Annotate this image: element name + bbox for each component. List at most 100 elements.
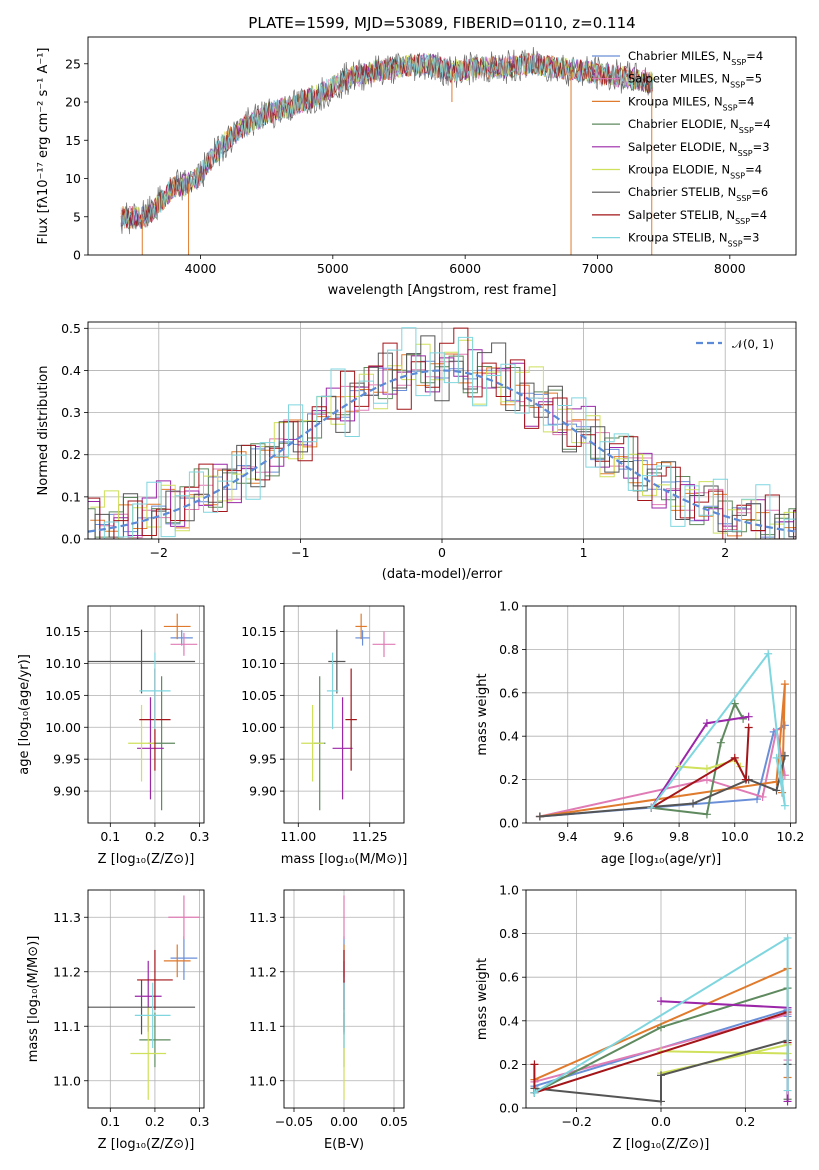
spectrum-line-kroupa_elodie	[120, 51, 654, 228]
weight-line-kroupa_stelib	[650, 651, 786, 809]
y-tick-label: 11.2	[53, 964, 81, 979]
x-tick-label: 9.4	[558, 829, 578, 844]
x-tick-label: 0.2	[145, 829, 165, 844]
x-tick-label: 11.25	[352, 829, 388, 844]
weight-marker-chabrier_stelib	[657, 1097, 665, 1106]
y-tick-label: 9.90	[249, 784, 277, 799]
x-tick-label: −0.05	[275, 1114, 313, 1129]
x-tick-label: 11.00	[280, 829, 316, 844]
weight-marker-chabrier_miles	[753, 795, 762, 804]
y-tick-label: 1.0	[499, 599, 519, 614]
axes-mass_weight_vs_Z: −0.2 0.0 0.2 0.0 0.2 0.4 0.6 0.8 1.0	[499, 883, 797, 1129]
weight-marker-salpeter_miles	[758, 792, 767, 801]
weight-line-salpeter_elodie	[650, 715, 749, 809]
axes-mass_weight_vs_age: 9.4 9.6 9.8 10.0 10.2 0.0 0.2 0.4 0.6 0.8 1.0	[499, 599, 804, 845]
axes-frame	[525, 605, 797, 824]
y-tick-label: 0.3	[61, 405, 81, 420]
x-tick-label: 8000	[714, 261, 746, 276]
x-tick-label: 7000	[582, 261, 614, 276]
y-tick-label: 9.95	[53, 752, 81, 767]
y-tick-label: 0.4	[499, 1013, 519, 1028]
mass_vs_ebv-x-label: E(B-V)	[324, 1137, 364, 1152]
x-tick-label: 0.1	[100, 1114, 120, 1129]
mass_weight_vs_Z-x-label: Z [log₁₀(Z/Z⊙)]	[613, 1137, 710, 1152]
spectrum-line-salpeter_miles	[120, 53, 654, 229]
y-tick-label: 0.2	[499, 1057, 519, 1072]
y-tick-label: 0.1	[61, 489, 81, 504]
x-tick-label: 9.6	[613, 829, 633, 844]
y-tick-label: 10.00	[241, 720, 277, 735]
weight-marker-kroupa_stelib	[647, 803, 656, 812]
axes-frame	[87, 889, 205, 1109]
y-tick-label: 9.95	[249, 752, 277, 767]
legend-label: Chabrier MILES, NSSP=4	[628, 49, 763, 67]
weight-marker-chabrier_elodie	[657, 1023, 665, 1032]
plot-area	[535, 649, 789, 821]
plot-area	[120, 46, 654, 255]
axes-frame	[283, 605, 405, 824]
weight-marker-salpeter_stelib	[741, 775, 750, 784]
mass_vs_Z-x-label: Z [log₁₀(Z/Z⊙)]	[98, 1137, 195, 1152]
x-tick-label: −2	[150, 545, 168, 560]
legend-label: Salpeter MILES, NSSP=5	[628, 72, 762, 90]
y-tick-label: 10.10	[241, 656, 277, 671]
y-tick-label: 0.6	[499, 970, 519, 985]
plot-area	[301, 613, 396, 811]
y-tick-label: 11.2	[249, 964, 277, 979]
y-tick-label: 11.3	[53, 910, 81, 925]
y-tick-label: 25	[65, 56, 81, 71]
weight-marker-kroupa_stelib	[530, 1088, 539, 1097]
histogram-step-kroupa_miles	[90, 353, 796, 539]
y-tick-label: 11.1	[53, 1019, 81, 1034]
y-tick-label: 11.1	[249, 1019, 277, 1034]
y-tick-label: 0.0	[61, 532, 81, 547]
x-tick-label: 0.3	[190, 1114, 210, 1129]
residuals-y-label: Normed distribution	[36, 366, 51, 496]
weight-marker-kroupa_stelib	[764, 649, 773, 658]
weight-marker-chabrier_elodie	[716, 738, 725, 747]
plot-area	[530, 933, 792, 1106]
y-tick-label: 10	[65, 171, 81, 186]
legend-label: Chabrier ELODIE, NSSP=4	[628, 117, 771, 135]
weight-marker-kroupa_stelib	[783, 933, 792, 942]
mass_weight_vs_age-x-label: age [log₁₀(age/yr)]	[601, 852, 722, 867]
axes-residuals: −2 −1 0 1 2 0.0 0.1 0.2 0.3 0.4 0.5	[61, 321, 797, 560]
axes-age_vs_mass: 11.00 11.25 9.90 9.95 10.00 10.05 10.10 10.15	[241, 605, 405, 844]
x-tick-label: 0.1	[100, 829, 120, 844]
weight-marker-chabrier_elodie	[702, 810, 711, 819]
y-tick-label: 0.0	[499, 1101, 519, 1116]
y-tick-label: 1.0	[499, 883, 519, 898]
y-tick-label: 15	[65, 133, 81, 148]
weight-line-kroupa_elodie	[660, 1043, 789, 1075]
spectrum-y-label: Flux [fλ10⁻¹⁷ erg cm⁻² s⁻¹ A⁻¹]	[36, 48, 51, 245]
mass_weight_vs_age-y-label: mass weight	[475, 673, 490, 755]
y-tick-label: 0.8	[499, 642, 519, 657]
y-tick-label: 0.2	[61, 447, 81, 462]
plot-area	[88, 327, 796, 539]
weight-marker-chabrier_stelib	[689, 799, 698, 808]
age_vs_Z-y-label: age [log₁₀(age/yr)]	[17, 654, 32, 775]
y-tick-label: 0.8	[499, 926, 519, 941]
axes-spectrum: 4000 5000 6000 7000 8000 0 5 10 15 20 25	[65, 36, 797, 276]
legend-label: Chabrier STELIB, NSSP=6	[628, 185, 768, 203]
y-tick-label: 10.00	[45, 720, 81, 735]
x-tick-label: 2	[721, 545, 729, 560]
histogram-step-kroupa_stelib	[90, 327, 796, 539]
y-tick-label: 10.05	[241, 688, 277, 703]
axes-mass_vs_Z: 0.1 0.2 0.3 11.0 11.1 11.2 11.3	[53, 889, 210, 1129]
y-tick-label: 9.90	[53, 784, 81, 799]
histogram-step-kroupa_elodie	[90, 339, 796, 539]
weight-line-kroupa_elodie	[679, 758, 742, 770]
x-tick-label: 0.2	[145, 1114, 165, 1129]
x-tick-label: 5000	[317, 261, 349, 276]
y-tick-label: 0.4	[499, 729, 519, 744]
y-tick-label: 0	[73, 248, 81, 263]
weight-marker-salpeter_elodie	[702, 719, 711, 728]
x-tick-label: 6000	[449, 261, 481, 276]
legend-label: Kroupa ELODIE, NSSP=4	[628, 163, 762, 181]
age_vs_mass-x-label: mass [log₁₀(M/M⊙)]	[281, 852, 408, 867]
spectrum-legend: Chabrier MILES, NSSP=4 Salpeter MILES, NS…	[592, 49, 771, 248]
y-tick-label: 11.0	[53, 1073, 81, 1088]
x-tick-label: 0.2	[735, 1114, 755, 1129]
